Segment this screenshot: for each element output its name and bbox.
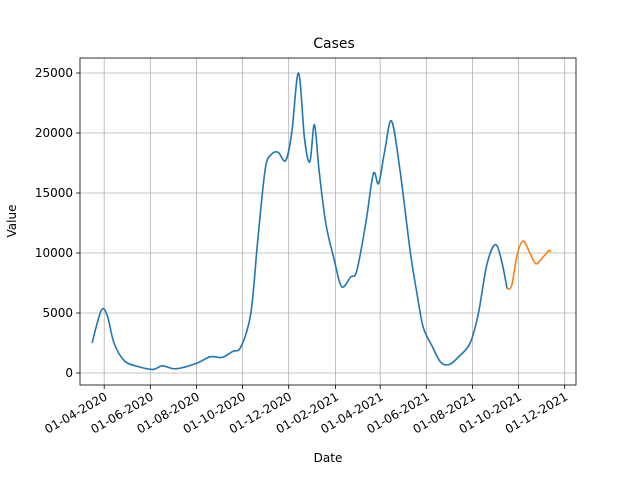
y-axis-label: Value bbox=[5, 205, 19, 238]
plot-frame bbox=[79, 57, 577, 386]
chart-title: Cases bbox=[313, 36, 355, 52]
y-tick-label: 5000 bbox=[42, 306, 73, 320]
y-tick-label: 15000 bbox=[35, 186, 73, 200]
y-tick-label: 0 bbox=[65, 366, 73, 380]
y-tick-label: 10000 bbox=[35, 246, 73, 260]
x-axis-label: Date bbox=[314, 451, 343, 465]
y-tick-label: 20000 bbox=[35, 126, 73, 140]
line bbox=[91, 72, 508, 371]
y-tick-label: 25000 bbox=[35, 66, 73, 80]
line bbox=[506, 240, 552, 290]
